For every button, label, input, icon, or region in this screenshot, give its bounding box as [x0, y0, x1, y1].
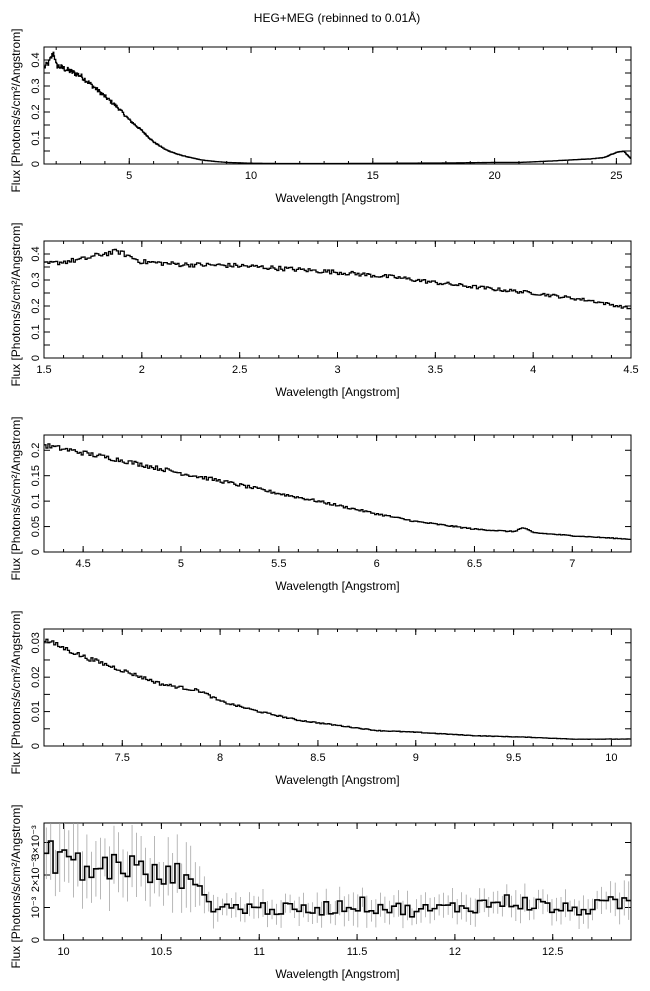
y-tick-label: 0.3	[30, 272, 42, 287]
x-tick-label: 7	[569, 558, 575, 570]
x-tick-label: 11.5	[347, 946, 368, 958]
x-tick-label: 10	[605, 752, 617, 764]
y-tick-label: 0.01	[30, 701, 42, 722]
x-tick-label: 20	[488, 170, 500, 182]
x-tick-label: 8	[217, 752, 223, 764]
figure-title: HEG+MEG (rebinned to 0.01Å)	[254, 10, 420, 25]
y-axis-label: Flux [Photons/s/cm²/Angstrom]	[9, 610, 23, 774]
x-tick-label: 10.5	[151, 946, 172, 958]
y-tick-label: 0.2	[30, 443, 42, 458]
plot-frame	[43, 628, 632, 747]
y-tick-label: 0	[30, 355, 42, 361]
y-tick-label: 0.1	[30, 324, 42, 339]
y-tick-label: 0.2	[30, 104, 42, 119]
x-tick-label: 3.5	[428, 364, 443, 376]
y-tick-label: 0	[30, 549, 42, 555]
y-tick-label: 0.03	[30, 632, 42, 653]
x-axis-label: Wavelength [Angstrom]	[275, 191, 399, 205]
x-tick-label: 2.5	[232, 364, 247, 376]
x-tick-label: 10	[245, 170, 257, 182]
y-tick-label: 0.2	[30, 298, 42, 313]
x-tick-label: 9.5	[506, 752, 521, 764]
spectrum-series	[44, 51, 631, 165]
x-tick-label: 7.5	[115, 752, 130, 764]
spectrum-series	[44, 638, 631, 740]
x-tick-label: 10	[57, 946, 69, 958]
y-tick-label: 0.05	[30, 516, 42, 537]
x-tick-label: 6.5	[467, 558, 482, 570]
y-tick-label: 0.4	[30, 52, 42, 67]
chart-panel-2: 1.5 2 2.5 3 3.5 4 4.5 0 0.1 0.2 0.3 0.4 Wavelength […	[9, 222, 639, 399]
spectrum-series	[44, 443, 631, 541]
x-tick-label: 2	[139, 364, 145, 376]
x-tick-label: 12	[449, 946, 461, 958]
y-axis-label: Flux [Photons/s/cm²/Angstrom]	[9, 222, 23, 386]
y-tick-label: 0.02	[30, 666, 42, 687]
y-axis-label: Flux [Photons/s/cm²/Angstrom]	[9, 28, 23, 192]
x-axis-label: Wavelength [Angstrom]	[275, 967, 399, 981]
y-tick-label: 3×10⁻³	[30, 825, 42, 860]
x-tick-label: 15	[367, 170, 379, 182]
x-tick-label: 4.5	[75, 558, 90, 570]
y-tick-label: 0	[30, 937, 42, 943]
y-tick-label: 0.15	[30, 465, 42, 486]
x-tick-label: 8.5	[310, 752, 325, 764]
plot-frame	[43, 434, 632, 553]
x-tick-label: 6	[374, 558, 380, 570]
x-axis-label: Wavelength [Angstrom]	[275, 385, 399, 399]
y-axis-label: Flux [Photons/s/cm²/Angstrom]	[9, 804, 23, 968]
chart-panel-4: 7.5 8 8.5 9 9.5 10 0 0.01 0.02 0.03 Wavelength [An…	[9, 610, 632, 787]
x-tick-label: 25	[610, 170, 622, 182]
x-tick-label: 4.5	[623, 364, 638, 376]
y-tick-label: 0.1	[30, 130, 42, 145]
chart-panel-1: 5 10 15 20 25 0 0.1 0.2 0.3 0.4 Wavelength [Angstr…	[9, 28, 632, 205]
y-tick-label: 0	[30, 743, 42, 749]
chart-panel-5: 10 10.5 11 11.5 12 12.5 0 10⁻³ 2×10⁻³3×10⁻³ Wavel…	[9, 804, 632, 981]
x-tick-label: 1.5	[36, 364, 51, 376]
spectrum-series	[44, 840, 631, 918]
y-tick-label: 0.4	[30, 246, 42, 261]
x-tick-label: 5.5	[271, 558, 286, 570]
x-tick-label: 9	[413, 752, 419, 764]
x-tick-label: 3	[334, 364, 340, 376]
y-axis-label: Flux [Photons/s/cm²/Angstrom]	[9, 416, 23, 580]
x-tick-label: 5	[178, 558, 184, 570]
x-tick-label: 12.5	[542, 946, 563, 958]
x-tick-label: 4	[530, 364, 536, 376]
x-axis-label: Wavelength [Angstrom]	[275, 579, 399, 593]
x-tick-label: 11	[254, 946, 265, 958]
y-tick-label: 0.1	[30, 493, 42, 508]
spectrum-series	[44, 248, 631, 310]
chart-panel-3: 4.5 5 5.5 6 6.5 7 0 0.05 0.1 0.15 0.2 Wavelength [A…	[9, 416, 632, 593]
plot-frame	[43, 46, 632, 165]
x-axis-label: Wavelength [Angstrom]	[275, 773, 399, 787]
y-tick-label: 0	[30, 161, 42, 167]
y-tick-label: 0.3	[30, 78, 42, 93]
y-tick-label: 10⁻³	[30, 896, 42, 918]
y-tick-label: 2×10⁻³	[30, 858, 42, 893]
x-tick-label: 5	[126, 170, 132, 182]
